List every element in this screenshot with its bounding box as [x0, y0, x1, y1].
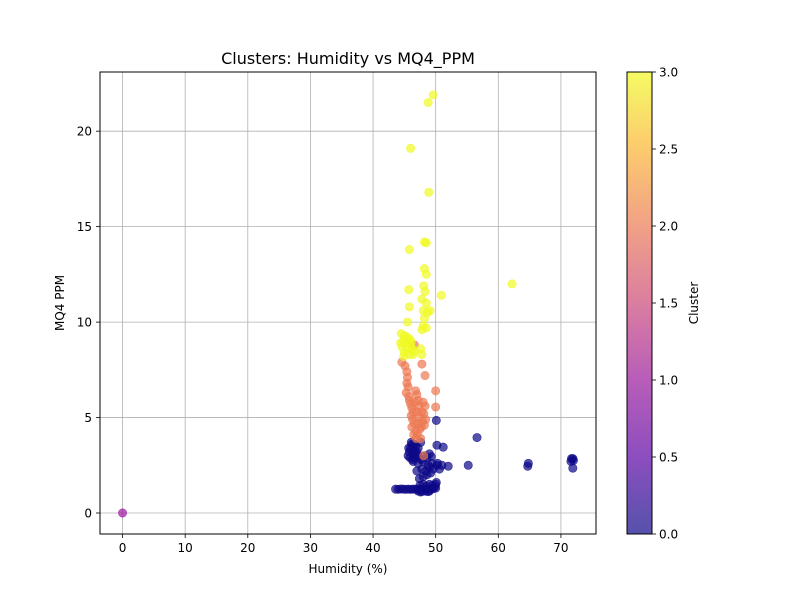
colorbar-tick-label: 2.0 — [659, 220, 678, 234]
x-tick-label: 20 — [240, 541, 255, 555]
data-point — [420, 371, 430, 381]
data-points — [118, 90, 578, 518]
colorbar-ticks: 0.0 0.5 1.0 1.5 2.0 2.5 3.0 — [652, 66, 678, 542]
y-tick-label: 10 — [77, 316, 92, 330]
data-point — [419, 313, 429, 323]
data-point — [417, 359, 427, 369]
grid — [100, 72, 596, 534]
data-point — [423, 98, 433, 108]
data-point — [404, 443, 414, 453]
data-point — [402, 317, 412, 327]
data-point — [421, 298, 431, 308]
data-point — [408, 350, 418, 360]
data-point — [404, 245, 414, 255]
data-point — [404, 285, 414, 295]
x-axis-ticks: 0 10 20 30 40 50 60 70 — [119, 534, 569, 555]
data-point — [404, 302, 414, 312]
data-point — [410, 397, 420, 407]
x-tick-label: 0 — [119, 541, 127, 555]
data-point — [408, 456, 418, 466]
data-point — [406, 336, 416, 346]
data-point — [426, 452, 436, 462]
data-point — [420, 287, 430, 297]
data-point — [425, 306, 435, 316]
data-point — [420, 401, 430, 411]
data-point — [406, 143, 416, 153]
data-point — [429, 482, 439, 492]
data-point — [436, 290, 446, 300]
data-point — [416, 434, 426, 444]
data-point — [419, 420, 429, 430]
y-tick-label: 15 — [77, 220, 92, 234]
data-point — [567, 454, 577, 464]
y-tick-label: 5 — [84, 411, 92, 425]
colorbar-label: Cluster — [687, 282, 701, 325]
data-point — [431, 415, 441, 425]
data-point — [424, 187, 434, 197]
x-tick-label: 10 — [178, 541, 193, 555]
data-point — [417, 350, 427, 360]
colorbar-tick-label: 1.5 — [659, 297, 678, 311]
x-axis-label: Humidity (%) — [309, 562, 388, 576]
y-axis-ticks: 0 5 10 15 20 — [77, 125, 100, 521]
y-axis-label: MQ4 PPM — [53, 275, 67, 331]
data-point — [463, 460, 473, 470]
data-point — [434, 464, 444, 474]
data-point — [523, 461, 533, 471]
colorbar — [626, 71, 653, 535]
colorbar-tick-label: 0.5 — [659, 451, 678, 465]
x-tick-label: 30 — [303, 541, 318, 555]
colorbar-tick-label: 0.0 — [659, 528, 678, 542]
data-point — [421, 323, 431, 333]
x-tick-label: 50 — [428, 541, 443, 555]
data-point — [507, 279, 517, 289]
plot-frame — [99, 71, 597, 535]
data-point — [431, 402, 441, 412]
colorbar-tick-label: 1.0 — [659, 374, 678, 388]
data-point — [399, 351, 409, 361]
data-point — [428, 90, 438, 100]
x-tick-label: 70 — [553, 541, 568, 555]
data-point — [472, 433, 482, 443]
data-point — [438, 442, 448, 452]
y-tick-label: 0 — [84, 507, 92, 521]
colorbar-tick-label: 3.0 — [659, 66, 678, 80]
data-point — [419, 451, 429, 461]
colorbar-tick-label: 2.5 — [659, 143, 678, 157]
x-tick-label: 60 — [491, 541, 506, 555]
data-point — [118, 508, 128, 518]
data-point — [443, 461, 453, 471]
data-point — [421, 238, 431, 248]
x-tick-label: 40 — [365, 541, 380, 555]
chart-title: Clusters: Humidity vs MQ4_PPM — [221, 49, 475, 69]
data-point — [568, 463, 578, 473]
data-point — [421, 269, 431, 279]
y-tick-label: 20 — [77, 125, 92, 139]
data-point — [431, 386, 441, 396]
data-point — [396, 338, 406, 348]
